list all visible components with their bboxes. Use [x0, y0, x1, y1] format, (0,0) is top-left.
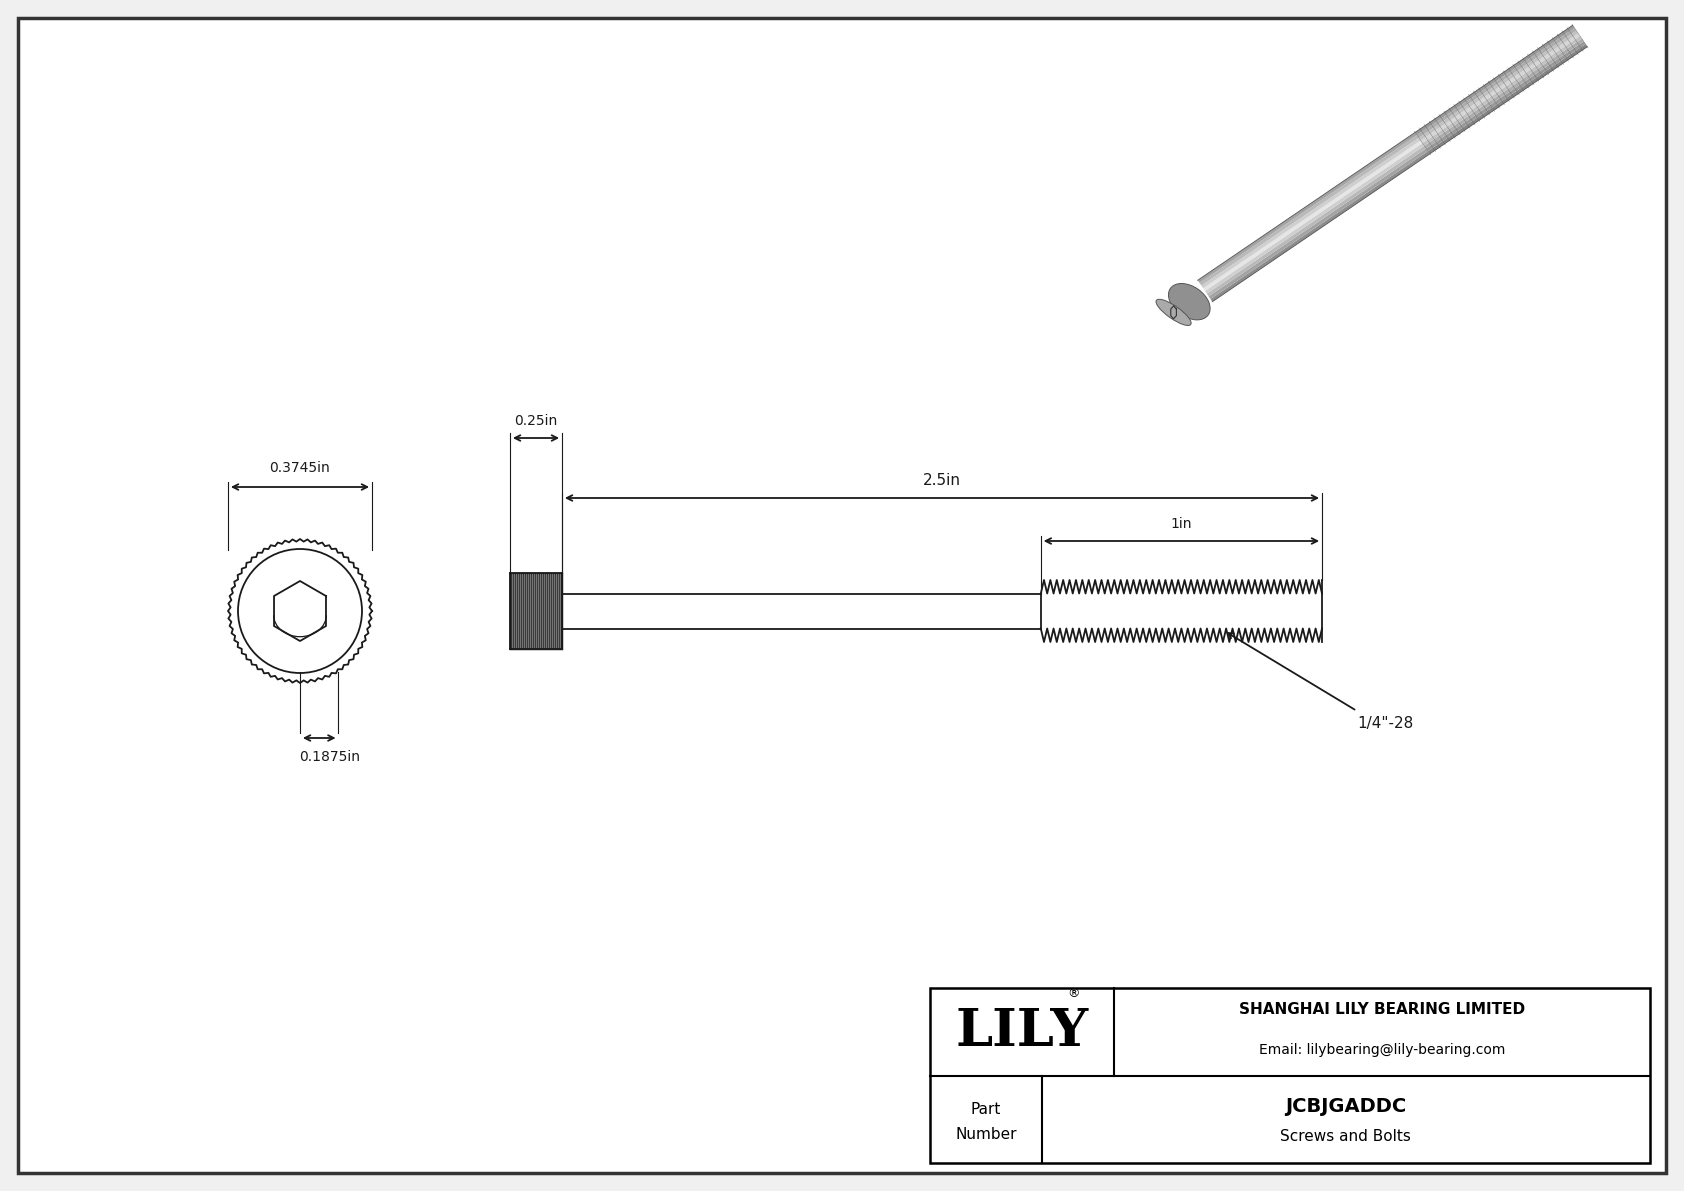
Polygon shape	[1209, 149, 1428, 299]
Polygon shape	[1199, 135, 1420, 286]
Polygon shape	[1421, 33, 1580, 143]
Polygon shape	[1416, 27, 1576, 138]
Text: 0.25in: 0.25in	[514, 414, 557, 428]
Text: Screws and Bolts: Screws and Bolts	[1280, 1129, 1411, 1143]
Text: Email: lilybearing@lily-bearing.com: Email: lilybearing@lily-bearing.com	[1258, 1043, 1505, 1056]
Text: Part: Part	[970, 1102, 1000, 1117]
Polygon shape	[1415, 25, 1575, 135]
Polygon shape	[1197, 132, 1416, 283]
Polygon shape	[1423, 36, 1581, 145]
Polygon shape	[1428, 44, 1588, 154]
Ellipse shape	[1169, 283, 1211, 320]
Polygon shape	[1202, 141, 1423, 291]
Text: 0.1875in: 0.1875in	[298, 750, 360, 763]
Polygon shape	[1426, 42, 1585, 151]
Polygon shape	[1211, 151, 1430, 301]
Polygon shape	[1207, 145, 1426, 297]
FancyBboxPatch shape	[930, 989, 1650, 1162]
Text: 0.3745in: 0.3745in	[269, 461, 330, 475]
Text: JCBJGADDC: JCBJGADDC	[1285, 1097, 1406, 1116]
Polygon shape	[1201, 138, 1421, 288]
Text: 1/4"-28: 1/4"-28	[1357, 716, 1413, 731]
Polygon shape	[1425, 38, 1583, 149]
Text: SHANGHAI LILY BEARING LIMITED: SHANGHAI LILY BEARING LIMITED	[1239, 1003, 1526, 1017]
Polygon shape	[1206, 143, 1425, 294]
Text: 1in: 1in	[1170, 517, 1192, 531]
Ellipse shape	[1155, 299, 1191, 325]
FancyBboxPatch shape	[19, 18, 1665, 1173]
Bar	[510, 573, 562, 649]
Text: Number: Number	[955, 1127, 1017, 1142]
Text: ®: ®	[1068, 987, 1079, 1000]
Text: 2.5in: 2.5in	[923, 473, 962, 488]
Text: LILY: LILY	[955, 1006, 1088, 1058]
Polygon shape	[1420, 31, 1578, 141]
